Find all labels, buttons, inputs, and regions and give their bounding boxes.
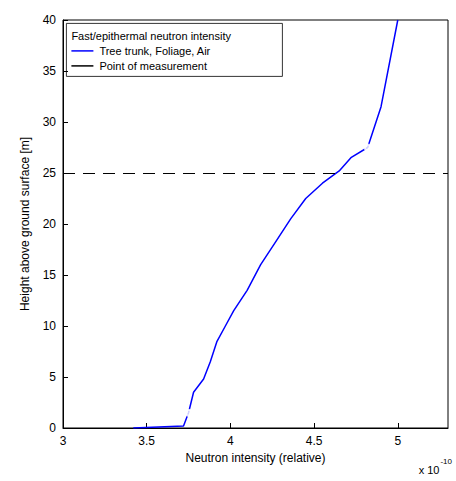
- svg-text:30: 30: [43, 115, 57, 129]
- svg-text:Fast/epithermal neutron intens: Fast/epithermal neutron intensity: [71, 30, 231, 42]
- svg-text:40: 40: [43, 13, 57, 27]
- svg-text:35: 35: [43, 64, 57, 78]
- svg-text:5: 5: [49, 370, 56, 384]
- svg-text:4: 4: [227, 434, 234, 448]
- svg-text:Point of measurement: Point of measurement: [99, 60, 207, 72]
- svg-text:3: 3: [60, 434, 67, 448]
- svg-text:-10: -10: [440, 457, 452, 466]
- svg-text:4.5: 4.5: [306, 434, 323, 448]
- svg-text:5: 5: [394, 434, 401, 448]
- svg-text:10: 10: [43, 319, 57, 333]
- svg-text:Neutron intensity (relative): Neutron intensity (relative): [185, 451, 325, 465]
- svg-text:Tree trunk, Foliage, Air: Tree trunk, Foliage, Air: [99, 45, 210, 57]
- svg-text:x 10: x 10: [419, 464, 440, 476]
- svg-text:15: 15: [43, 268, 57, 282]
- svg-text:Height above ground surface [m: Height above ground surface [m]: [18, 137, 32, 311]
- svg-text:0: 0: [49, 421, 56, 435]
- svg-text:20: 20: [43, 217, 57, 231]
- svg-text:25: 25: [43, 166, 57, 180]
- svg-text:3.5: 3.5: [138, 434, 155, 448]
